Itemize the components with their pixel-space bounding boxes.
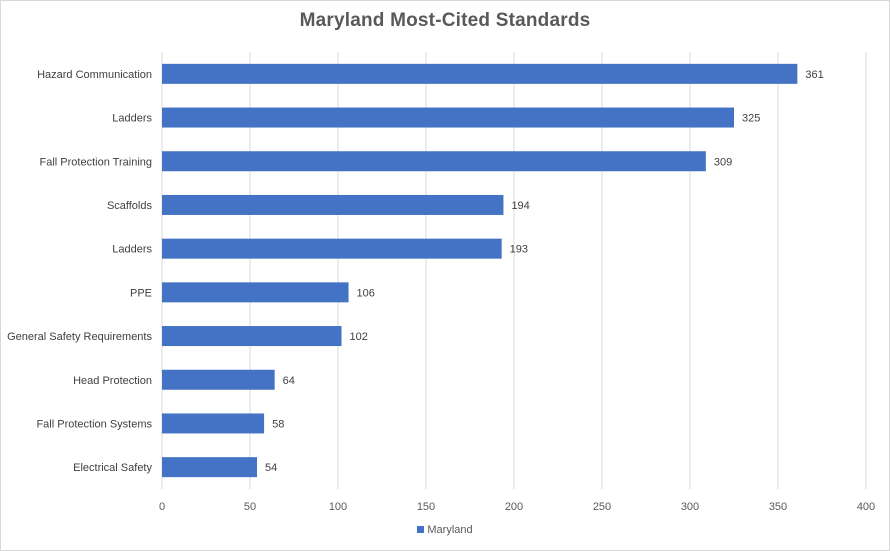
category-label: Fall Protection Systems xyxy=(36,418,152,430)
data-label: 193 xyxy=(510,244,528,256)
chart-legend: Maryland xyxy=(0,524,890,536)
category-label: Ladders xyxy=(112,113,152,125)
category-label: Fall Protection Training xyxy=(40,156,153,168)
data-label: 102 xyxy=(350,331,368,343)
data-label: 106 xyxy=(357,287,375,299)
x-tick-label: 300 xyxy=(681,501,699,513)
x-tick-label: 100 xyxy=(329,501,347,513)
bar xyxy=(162,326,342,347)
category-label: General Safety Requirements xyxy=(7,331,152,343)
data-label: 361 xyxy=(805,69,823,81)
category-label: PPE xyxy=(130,287,152,299)
category-label: Hazard Communication xyxy=(37,69,152,81)
data-label: 325 xyxy=(742,113,760,125)
legend-label: Maryland xyxy=(427,524,473,536)
legend-swatch xyxy=(417,526,425,533)
bar xyxy=(162,369,275,390)
category-label: Ladders xyxy=(112,244,152,256)
bar xyxy=(162,238,502,259)
data-label: 309 xyxy=(714,156,732,168)
x-tick-label: 150 xyxy=(417,501,435,513)
category-label: Electrical Safety xyxy=(73,462,152,474)
data-label: 194 xyxy=(511,200,529,212)
x-tick-label: 50 xyxy=(244,501,256,513)
bar xyxy=(162,457,258,478)
bar xyxy=(162,107,734,128)
bar xyxy=(162,413,265,434)
category-label: Scaffolds xyxy=(107,200,153,212)
bar xyxy=(162,194,504,215)
data-label: 64 xyxy=(283,375,295,387)
x-tick-label: 350 xyxy=(769,501,787,513)
x-tick-label: 0 xyxy=(159,501,165,513)
x-tick-label: 200 xyxy=(505,501,523,513)
bar xyxy=(162,151,706,172)
bar xyxy=(162,282,349,303)
x-tick-label: 250 xyxy=(593,501,611,513)
bar xyxy=(162,63,798,84)
chart-title: Maryland Most-Cited Standards xyxy=(299,10,591,31)
category-label: Head Protection xyxy=(73,375,152,387)
data-label: 58 xyxy=(272,418,284,430)
data-label: 54 xyxy=(265,462,277,474)
x-tick-label: 400 xyxy=(857,501,875,513)
